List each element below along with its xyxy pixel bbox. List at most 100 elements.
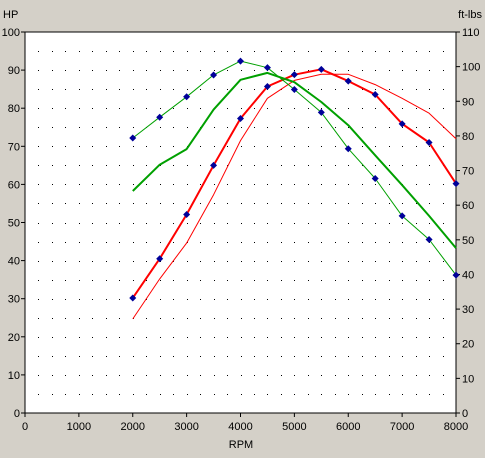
grid-dot <box>294 261 295 262</box>
grid-dot <box>119 108 120 109</box>
grid-dot <box>362 51 363 52</box>
grid-dot <box>133 242 134 243</box>
grid-dot <box>133 51 134 52</box>
grid-dot <box>52 203 53 204</box>
grid-dot <box>173 203 174 204</box>
grid-dot <box>214 318 215 319</box>
grid-dot <box>227 70 228 71</box>
grid-dot <box>52 356 53 357</box>
grid-dot <box>173 337 174 338</box>
grid-dot <box>52 242 53 243</box>
series-point-0 <box>237 114 244 122</box>
y-right-tick-label: 70 <box>462 166 474 178</box>
grid-dot <box>187 108 188 109</box>
grid-dot <box>187 70 188 71</box>
grid-dot <box>146 108 147 109</box>
grid-dot <box>241 356 242 357</box>
x-tick-label: 6000 <box>336 421 360 433</box>
grid-dot <box>267 299 268 300</box>
grid-dot <box>160 280 161 281</box>
grid-dot <box>294 108 295 109</box>
grid-dot <box>348 280 349 281</box>
grid-dot <box>52 394 53 395</box>
series-point-2 <box>344 145 352 153</box>
grid-dot <box>160 51 161 52</box>
grid-dot <box>308 70 309 71</box>
grid-dot <box>38 356 39 357</box>
grid-dot <box>65 375 66 376</box>
grid-dot <box>146 51 147 52</box>
grid-dot <box>187 223 188 224</box>
grid-dot <box>348 127 349 128</box>
grid-dot <box>146 165 147 166</box>
grid-dot <box>65 394 66 395</box>
grid-dot <box>241 89 242 90</box>
grid-dot <box>308 242 309 243</box>
grid-dot <box>79 223 80 224</box>
grid-dot <box>429 146 430 147</box>
grid-dot <box>227 280 228 281</box>
grid-dot <box>362 356 363 357</box>
grid-dot <box>375 51 376 52</box>
grid-dot <box>65 318 66 319</box>
grid-dot <box>429 261 430 262</box>
series-point-2 <box>425 235 433 243</box>
grid-dot <box>375 375 376 376</box>
grid-dot <box>133 280 134 281</box>
series-point-0 <box>290 71 298 79</box>
grid-dot <box>402 51 403 52</box>
grid-dot <box>106 223 107 224</box>
grid-dot <box>429 89 430 90</box>
series-point-0 <box>263 82 271 90</box>
grid-dot <box>429 318 430 319</box>
grid-dot <box>443 70 444 71</box>
grid-dot <box>402 223 403 224</box>
grid-dot <box>241 299 242 300</box>
grid-dot <box>335 242 336 243</box>
grid-dot <box>133 165 134 166</box>
grid-dot <box>133 127 134 128</box>
grid-dot <box>160 337 161 338</box>
grid-dot <box>241 394 242 395</box>
grid-dot <box>214 261 215 262</box>
grid-dot <box>429 70 430 71</box>
series-point-2 <box>290 85 298 93</box>
grid-dot <box>241 127 242 128</box>
grid-dot <box>119 127 120 128</box>
grid-dot <box>308 223 309 224</box>
grid-dot <box>173 108 174 109</box>
grid-dot <box>389 184 390 185</box>
grid-dot <box>92 70 93 71</box>
grid-dot <box>348 356 349 357</box>
grid-dot <box>321 184 322 185</box>
grid-dot <box>281 223 282 224</box>
grid-dot <box>402 165 403 166</box>
grid-dot <box>389 223 390 224</box>
grid-dot <box>133 337 134 338</box>
grid-dot <box>254 337 255 338</box>
grid-dot <box>254 356 255 357</box>
grid-dot <box>308 146 309 147</box>
grid-dot <box>92 165 93 166</box>
grid-dot <box>92 299 93 300</box>
series-point-2 <box>398 212 406 220</box>
grid-dot <box>227 89 228 90</box>
grid-dot <box>187 394 188 395</box>
x-tick-label: 0 <box>22 421 28 433</box>
grid-dot <box>119 223 120 224</box>
grid-dot <box>65 146 66 147</box>
grid-dot <box>375 356 376 357</box>
grid-dot <box>146 70 147 71</box>
grid-dot <box>106 184 107 185</box>
grid-dot <box>429 337 430 338</box>
grid-dot <box>429 165 430 166</box>
grid-dot <box>200 242 201 243</box>
grid-dot <box>106 51 107 52</box>
grid-dot <box>362 184 363 185</box>
grid-dot <box>348 375 349 376</box>
grid-dot <box>321 394 322 395</box>
grid-dot <box>241 51 242 52</box>
grid-dot <box>92 108 93 109</box>
grid-dot <box>348 108 349 109</box>
